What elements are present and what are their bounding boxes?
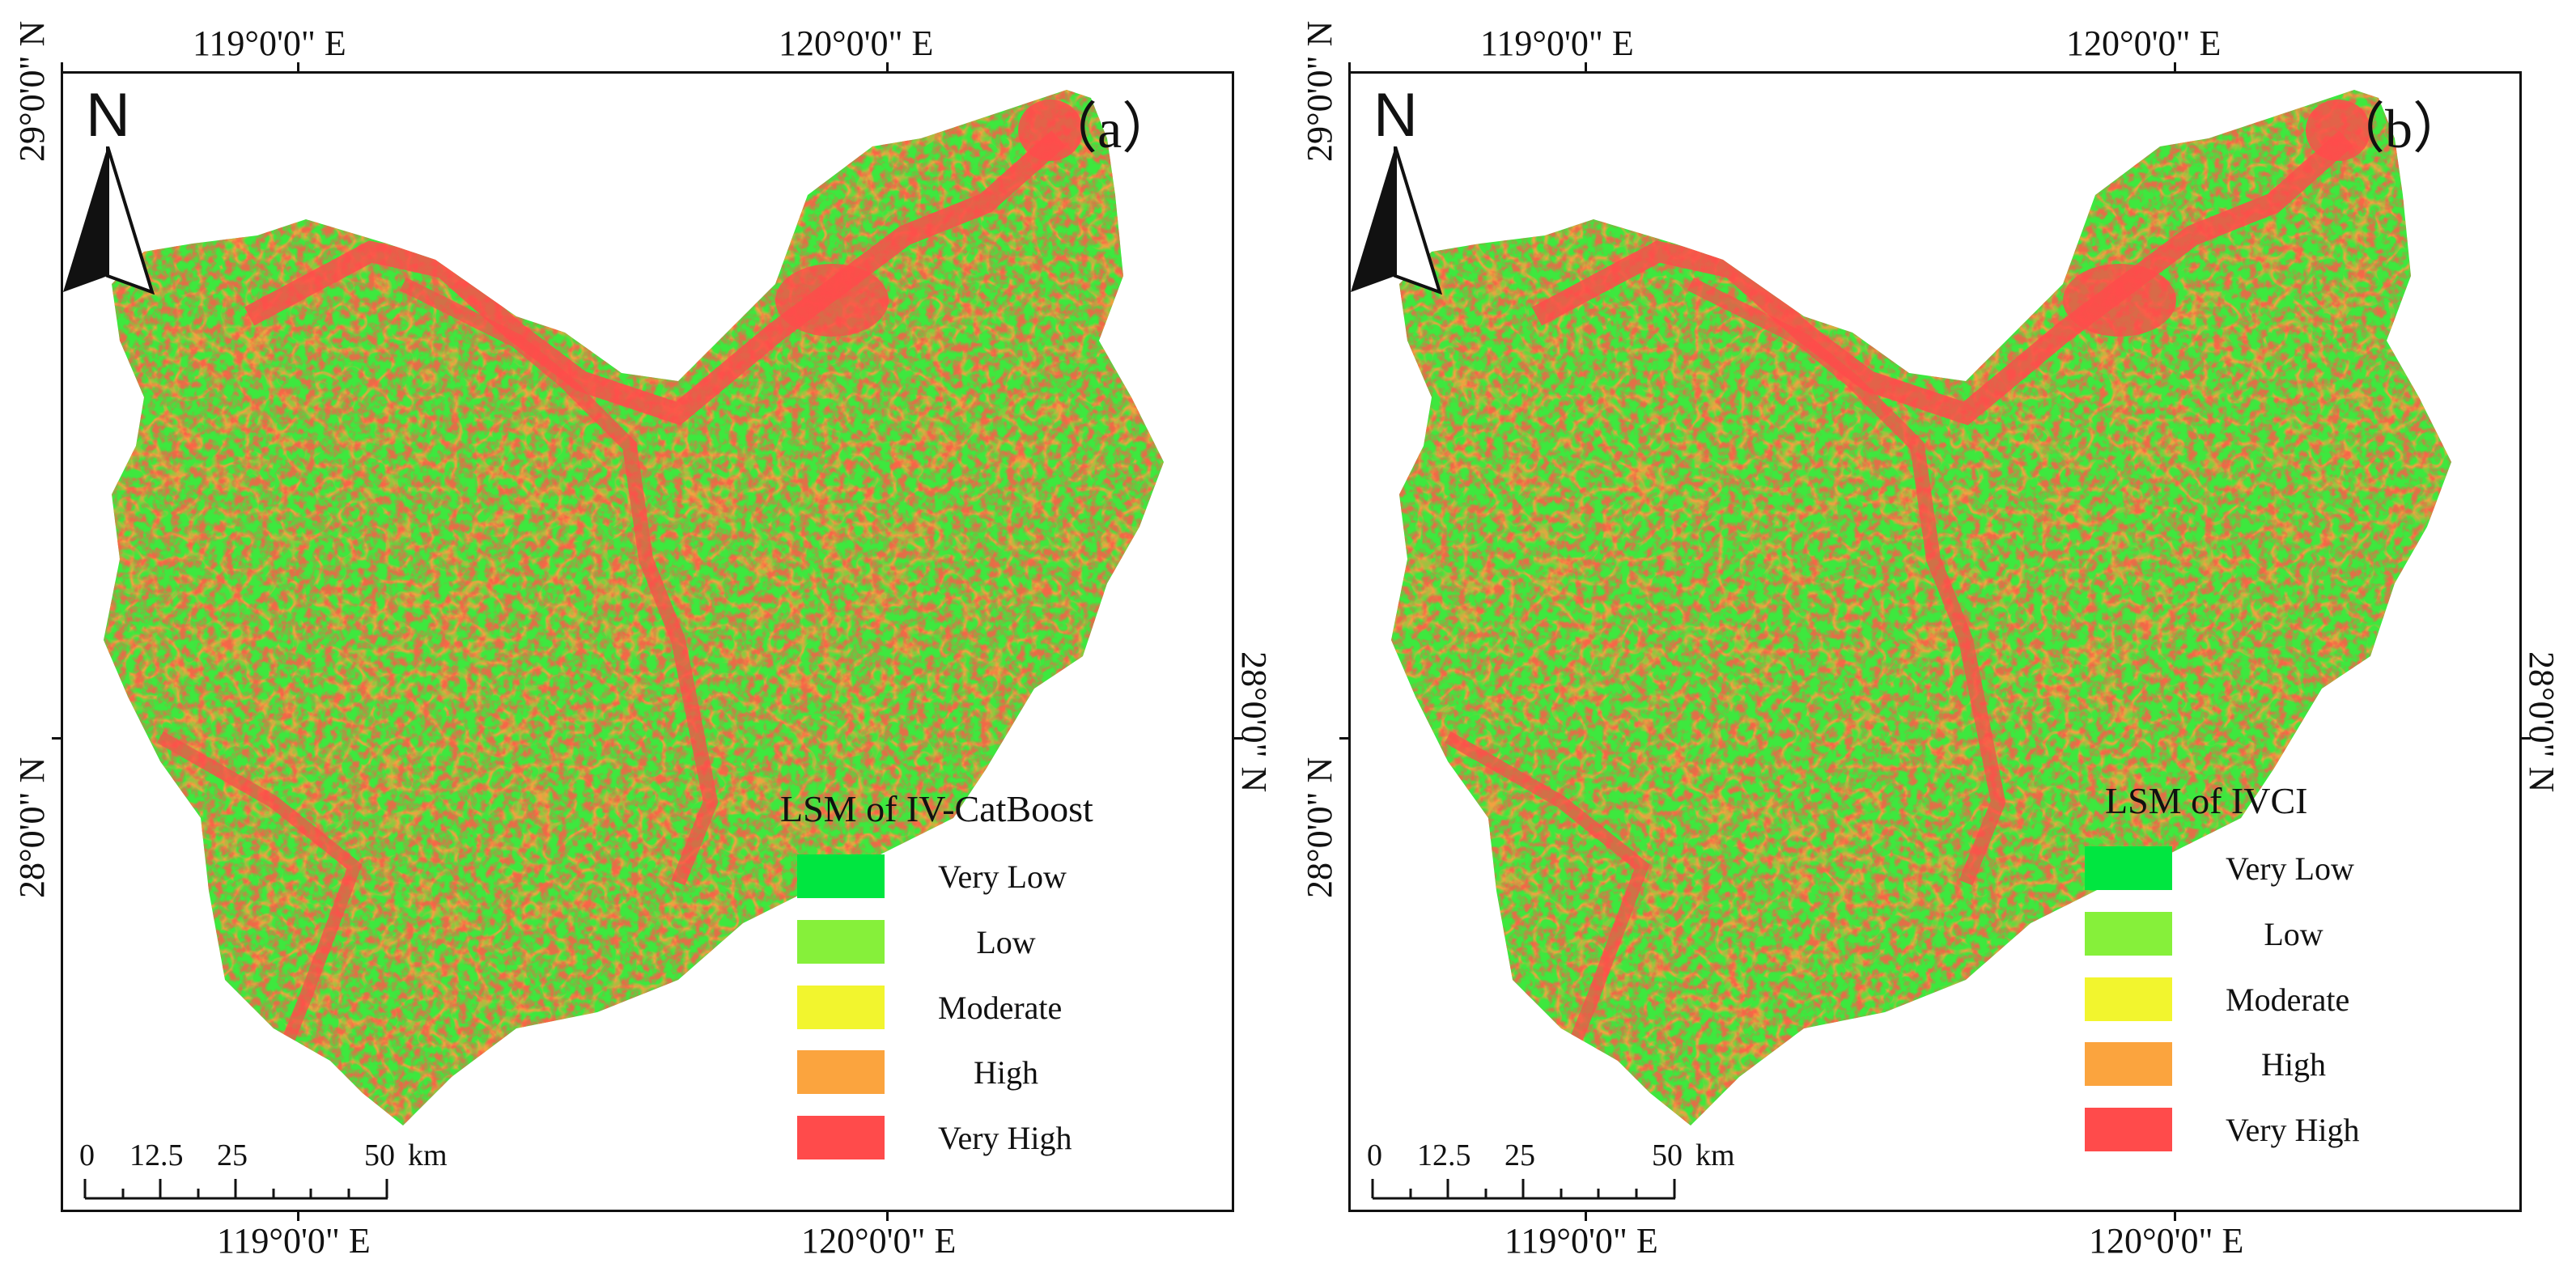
scale-unit: km: [408, 1138, 448, 1172]
bottom-tick-label-120E: 120°0'0" E: [2089, 1221, 2244, 1261]
scale-label-50: 50: [1652, 1138, 1683, 1172]
top-tick-label-120E: 120°0'0" E: [779, 23, 934, 63]
legend-label-low: Low: [2264, 916, 2323, 952]
legend-item-very-high: Very High: [797, 1116, 1218, 1159]
susceptibility-map: [1391, 90, 2451, 1126]
legend-swatch-low: [2085, 912, 2172, 956]
left-tick-label-29N: 29°0'0" N: [12, 20, 52, 162]
top-tick-label-119E: 119°0'0" E: [1480, 23, 1634, 63]
scale-label-12-5: 12.5: [1417, 1138, 1471, 1172]
legend-item-low: Low: [2085, 912, 2506, 956]
legend-swatch-low: [797, 920, 885, 964]
legend-swatch-very-high: [2085, 1108, 2172, 1151]
legend-item-very-low: Very Low: [797, 854, 1218, 898]
scale-label-0: 0: [1367, 1138, 1382, 1172]
scale-label-0: 0: [79, 1138, 95, 1172]
susceptibility-map: [104, 90, 1164, 1126]
map-panel-b: 119°0'0" E 120°0'0" E 119°0'0" E 120°0'0…: [1288, 0, 2575, 1276]
north-letter: N: [1373, 81, 1418, 150]
bottom-tick-label-119E: 119°0'0" E: [1504, 1221, 1658, 1261]
legend-label-moderate: Moderate: [938, 990, 1063, 1026]
map-panel-a: 119°0'0" E 120°0'0" E 119°0'0" E 120°0'0…: [12, 20, 1274, 1261]
legend-item-high: High: [797, 1050, 1218, 1094]
left-tick-label-28N: 28°0'0" N: [1300, 757, 1339, 898]
legend-swatch-high: [797, 1050, 885, 1094]
legend-swatch-very-high: [797, 1116, 885, 1159]
panel-label-b: （b）: [2330, 98, 2468, 159]
scale-bar-ruler: [83, 1179, 388, 1200]
scale-unit: km: [1695, 1138, 1735, 1172]
north-arrow-icon: [1351, 146, 1443, 295]
scale-bar-ruler: [1371, 1179, 1676, 1200]
left-tick-label-29N: 29°0'0" N: [1300, 20, 1339, 162]
legend-label-very-high: Very High: [2226, 1112, 2360, 1148]
legend-label-moderate: Moderate: [2226, 981, 2350, 1018]
legend-label-very-low: Very Low: [2226, 850, 2354, 887]
legend-item-low: Low: [797, 920, 1218, 964]
legend-item-high: High: [2085, 1042, 2506, 1086]
legend-label-very-high: Very High: [938, 1120, 1072, 1156]
legend-label-high: High: [2261, 1046, 2326, 1083]
legend-item-very-low: Very Low: [2085, 846, 2506, 890]
legend-title: LSM of IVCI: [2105, 780, 2308, 821]
legend-label-low: Low: [976, 924, 1036, 960]
legend-swatch-very-low: [797, 854, 885, 898]
bottom-tick-label-120E: 120°0'0" E: [801, 1221, 957, 1261]
legend-swatch-moderate: [2085, 977, 2172, 1021]
legend-item-moderate: Moderate: [797, 986, 1218, 1029]
top-tick-label-120E: 120°0'0" E: [2066, 23, 2222, 63]
panel-label-a: （a）: [1042, 98, 1178, 159]
legend-swatch-high: [2085, 1042, 2172, 1086]
bottom-tick-label-119E: 119°0'0" E: [217, 1221, 371, 1261]
scale-label-25: 25: [1504, 1138, 1535, 1172]
legend-item-very-high: Very High: [2085, 1108, 2506, 1151]
legend-swatch-very-low: [2085, 846, 2172, 890]
left-tick-label-28N: 28°0'0" N: [12, 757, 52, 898]
north-letter: N: [86, 81, 130, 150]
scale-label-25: 25: [217, 1138, 248, 1172]
map-frame: （b） N LSM of IVCI Very Low Low Moderate …: [1339, 62, 2531, 1221]
legend-swatch-moderate: [797, 986, 885, 1029]
legend-label-very-low: Very Low: [938, 858, 1067, 895]
legend-title: LSM of IV-CatBoost: [780, 788, 1093, 829]
legend-label-high: High: [974, 1054, 1038, 1091]
north-arrow-icon: [63, 146, 155, 295]
legend-item-moderate: Moderate: [2085, 977, 2506, 1021]
map-frame: （a） N LSM of IV-CatBoost Very Low Low Mo…: [52, 62, 1243, 1221]
top-tick-label-119E: 119°0'0" E: [193, 23, 346, 63]
scale-label-12-5: 12.5: [129, 1138, 184, 1172]
right-tick-label-28N: 28°0'0" N: [2522, 651, 2561, 793]
scale-label-50: 50: [364, 1138, 395, 1172]
right-tick-label-28N: 28°0'0" N: [1234, 651, 1274, 793]
